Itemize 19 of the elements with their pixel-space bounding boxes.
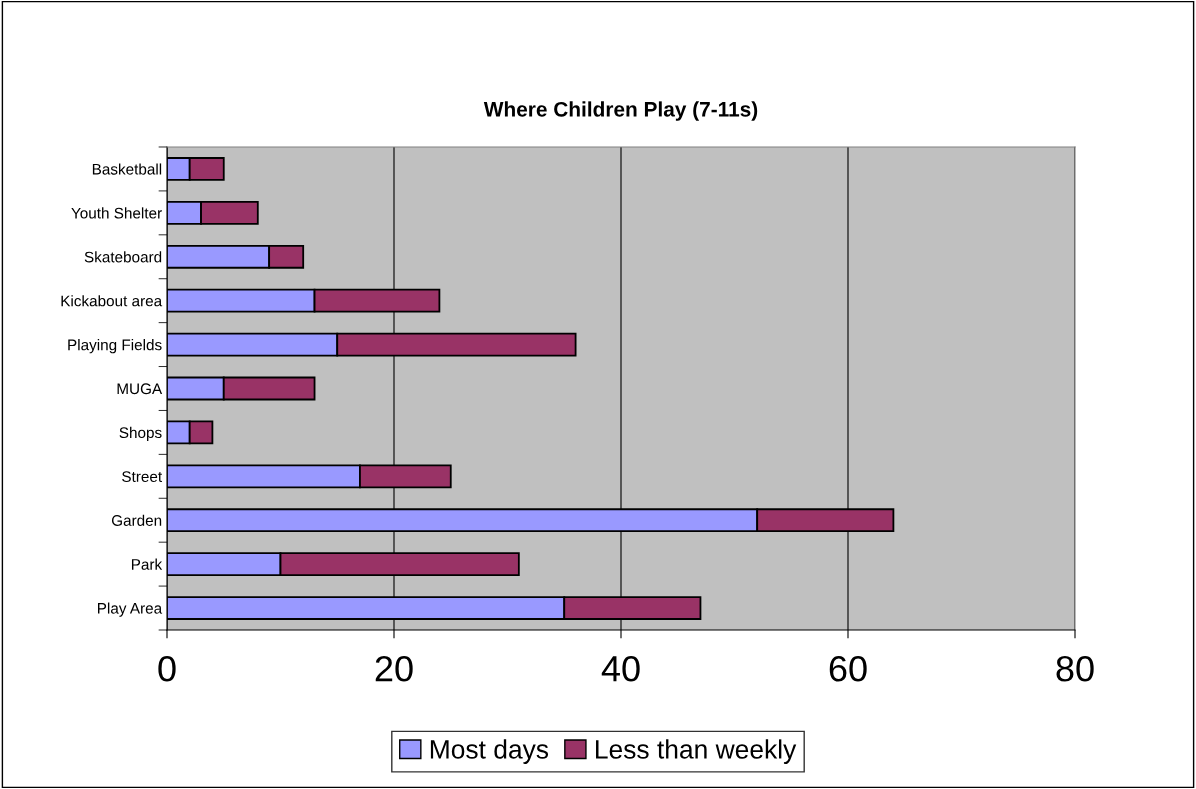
y-tick-label: Skateboard bbox=[84, 251, 162, 263]
y-tick-label: Basketball bbox=[92, 163, 162, 175]
chart-title: Where Children Play (7-11s) bbox=[483, 101, 758, 121]
x-tick-label: 60 bbox=[829, 655, 867, 682]
legend-label: Most days bbox=[430, 739, 549, 764]
x-tick-label: 40 bbox=[601, 655, 640, 682]
y-tick-label: Street bbox=[122, 471, 163, 482]
legend-label: Less than weekly bbox=[596, 739, 797, 764]
y-tick-label: Playing Fields bbox=[68, 339, 162, 354]
y-tick-label: Shops bbox=[119, 426, 162, 442]
y-tick-label: Youth Shelter bbox=[71, 207, 162, 219]
x-tick-label: 0 bbox=[158, 655, 176, 682]
y-tick-label: Kickabout area bbox=[61, 295, 163, 307]
x-tick-label: 80 bbox=[1056, 655, 1094, 682]
y-tick-label: Garden bbox=[111, 514, 162, 526]
y-tick-label: MUGA bbox=[117, 383, 163, 395]
x-tick-label: 20 bbox=[375, 655, 413, 682]
y-tick-label: Park bbox=[131, 558, 163, 570]
y-tick-label: Play Area bbox=[98, 602, 163, 617]
